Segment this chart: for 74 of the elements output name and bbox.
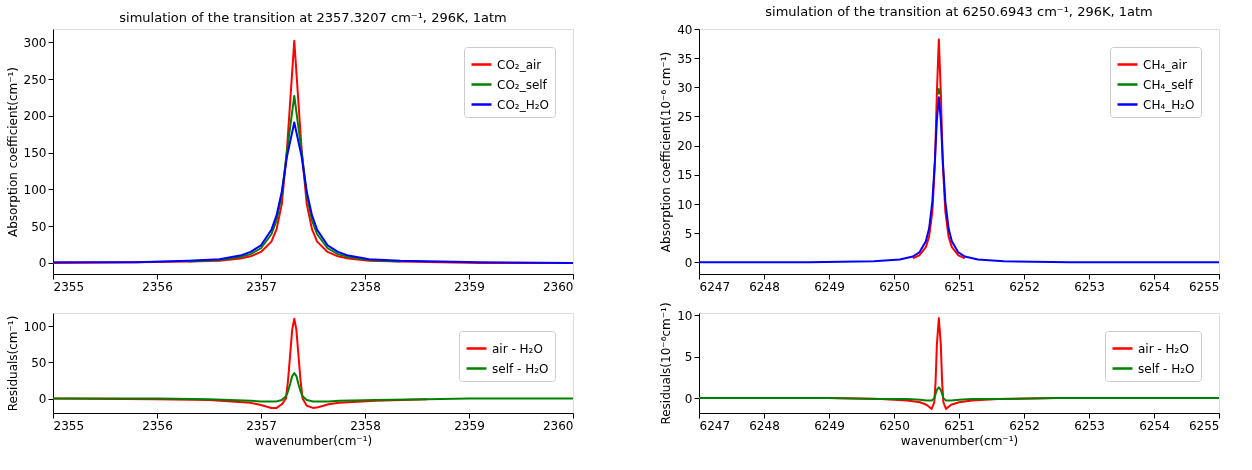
x-tick-label: 6250 — [879, 279, 910, 294]
x-tick-label: 6253 — [1074, 418, 1105, 433]
x-tick-label: 2355 — [53, 418, 85, 433]
legend-label: air - H₂O — [492, 341, 543, 356]
legend-label: CH₄_air — [1143, 57, 1187, 72]
x-tick-label: 6251 — [944, 279, 975, 294]
x-tick-label: 2357 — [246, 279, 277, 294]
chart-title: simulation of the transition at 2357.3207 cm⁻¹, 296K, 1atm — [119, 10, 507, 25]
x-tick-label: 6255 — [1188, 418, 1220, 433]
y-tick-label: 10 — [677, 308, 693, 323]
x-tick-label: 6250 — [879, 418, 910, 433]
y-tick-label: 100 — [23, 182, 47, 197]
x-axis-title: wavenumber(cm⁻¹) — [254, 433, 373, 448]
y-tick-label: 30 — [677, 80, 693, 95]
line-series — [53, 372, 573, 403]
y-tick-label: 150 — [23, 146, 47, 161]
y-tick-label: 100 — [23, 319, 47, 334]
x-tick-label: 2358 — [350, 279, 381, 294]
x-tick-label: 6249 — [814, 418, 845, 433]
x-tick-label: 2358 — [350, 418, 381, 433]
y-tick-label: 10 — [677, 197, 693, 212]
x-tick-label: 6248 — [749, 418, 780, 433]
y-tick-label: 15 — [677, 168, 693, 183]
x-tick-label: 6253 — [1074, 279, 1105, 294]
y-tick-label: 25 — [677, 110, 693, 124]
y-tick-label: 50 — [31, 355, 47, 370]
y-tick-label: 0 — [684, 255, 693, 270]
x-tick-label: 6251 — [944, 418, 975, 433]
y-tick-label: 50 — [31, 219, 47, 234]
legend-label: CH₄_H₂O — [1143, 97, 1195, 112]
chart-title: simulation of the transition at 6250.6943 cm⁻¹, 296K, 1atm — [765, 4, 1153, 19]
y-tick-label: 0 — [38, 392, 47, 407]
line-series — [53, 121, 573, 264]
legend-label: CO₂_air — [497, 57, 542, 72]
legend-label: CH₄_self — [1143, 77, 1194, 92]
x-tick-label: 6247 — [699, 279, 731, 294]
legend-label: CO₂_H₂O — [497, 97, 549, 112]
x-axis-title: wavenumber(cm⁻¹) — [900, 433, 1019, 448]
x-tick-label: 2360 — [542, 279, 574, 294]
x-tick-label: 2356 — [142, 279, 173, 294]
x-tick-label: 6248 — [749, 279, 780, 294]
line-series — [699, 386, 1219, 402]
x-tick-label: 6252 — [1009, 418, 1040, 433]
y-axis-title: Absorption coefficient(cm⁻¹) — [5, 66, 20, 238]
legend-label: self - H₂O — [492, 361, 549, 376]
y-tick-label: 20 — [677, 139, 693, 154]
y-axis-title: Absorption coefficient(10⁻⁶ cm⁻¹) — [659, 51, 674, 253]
x-tick-label: 2360 — [542, 418, 574, 433]
x-tick-label: 6252 — [1009, 279, 1040, 294]
x-tick-label: 6255 — [1188, 279, 1220, 294]
x-tick-label: 6249 — [814, 279, 845, 294]
x-tick-label: 6254 — [1139, 279, 1170, 294]
x-tick-label: 2357 — [246, 418, 277, 433]
legend-label: CO₂_self — [497, 77, 548, 92]
y-tick-label: 200 — [23, 109, 47, 124]
y-axis-title: Residuals(cm⁻¹) — [5, 315, 20, 412]
line-series — [699, 96, 1219, 264]
legend-label: self - H₂O — [1138, 361, 1195, 376]
y-tick-label: 0 — [684, 391, 693, 406]
y-tick-label: 0 — [38, 256, 47, 271]
y-tick-label: 35 — [677, 51, 693, 66]
y-tick-label: 5 — [684, 226, 693, 241]
x-tick-label: 2359 — [454, 418, 485, 433]
x-tick-label: 2355 — [53, 279, 85, 294]
y-tick-label: 5 — [684, 350, 693, 365]
x-tick-label: 6247 — [699, 418, 731, 433]
legend-label: air - H₂O — [1138, 341, 1189, 356]
x-tick-label: 2356 — [142, 418, 173, 433]
y-tick-label: 250 — [23, 72, 47, 87]
x-tick-label: 2359 — [454, 279, 485, 294]
y-tick-label: 40 — [677, 22, 693, 37]
x-tick-label: 6254 — [1139, 418, 1170, 433]
y-tick-label: 300 — [23, 35, 47, 50]
y-axis-title: Residuals(10⁻⁶cm⁻¹) — [659, 302, 674, 425]
